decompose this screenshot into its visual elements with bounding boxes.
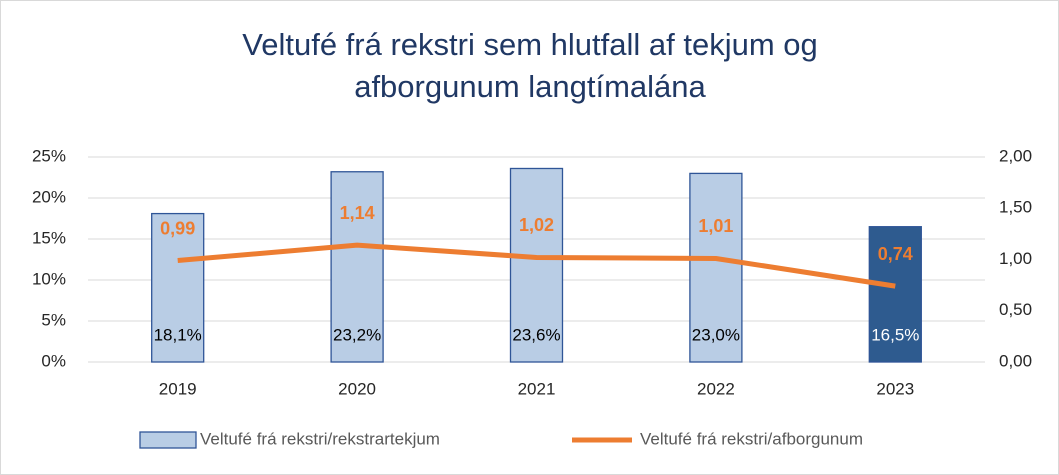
- bar-value-label: 23,6%: [512, 325, 560, 344]
- line-value-label: 0,74: [878, 244, 913, 264]
- bar: [868, 226, 922, 363]
- bar: [151, 212, 205, 363]
- bar-value-label: 18,1%: [154, 325, 202, 344]
- x-tick-label: 2023: [876, 379, 914, 398]
- chart-title: Veltufé frá rekstri sem hlutfall af tekj…: [242, 27, 818, 104]
- bar: [509, 167, 564, 363]
- bar: [330, 171, 384, 363]
- y-tick-label: 25%: [32, 146, 66, 165]
- y-tick-label: 15%: [32, 228, 66, 247]
- x-tick-label: 2021: [518, 379, 556, 398]
- bar-value-label: 16,5%: [871, 325, 919, 344]
- x-tick-label: 2019: [159, 379, 197, 398]
- bar: [689, 172, 743, 363]
- y-tick-label: 0%: [41, 351, 66, 370]
- y2-tick-label: 1,50: [999, 198, 1032, 217]
- y2-tick-label: 2,00: [999, 146, 1032, 165]
- line-value-label: 1,14: [340, 203, 375, 223]
- x-tick-label: 2022: [697, 379, 735, 398]
- legend-swatch: [139, 431, 197, 449]
- legend-label: Veltufé frá rekstri/afborgunum: [640, 429, 863, 448]
- y2-tick-label: 0,50: [999, 300, 1032, 319]
- x-tick-label: 2020: [338, 379, 376, 398]
- line-value-label: 0,99: [160, 218, 195, 238]
- y2-tick-label: 0,00: [999, 351, 1032, 370]
- line-value-label: 1,01: [698, 216, 733, 236]
- legend-label: Veltufé frá rekstri/rekstrartekjum: [200, 429, 440, 448]
- line-value-label: 1,02: [519, 215, 554, 235]
- y-tick-label: 10%: [32, 269, 66, 288]
- y-tick-label: 20%: [32, 187, 66, 206]
- y2-tick-label: 1,00: [999, 249, 1032, 268]
- line: [177, 242, 896, 289]
- y-tick-label: 5%: [41, 310, 66, 329]
- bar-value-label: 23,2%: [333, 325, 381, 344]
- bar-value-label: 23,0%: [692, 325, 740, 344]
